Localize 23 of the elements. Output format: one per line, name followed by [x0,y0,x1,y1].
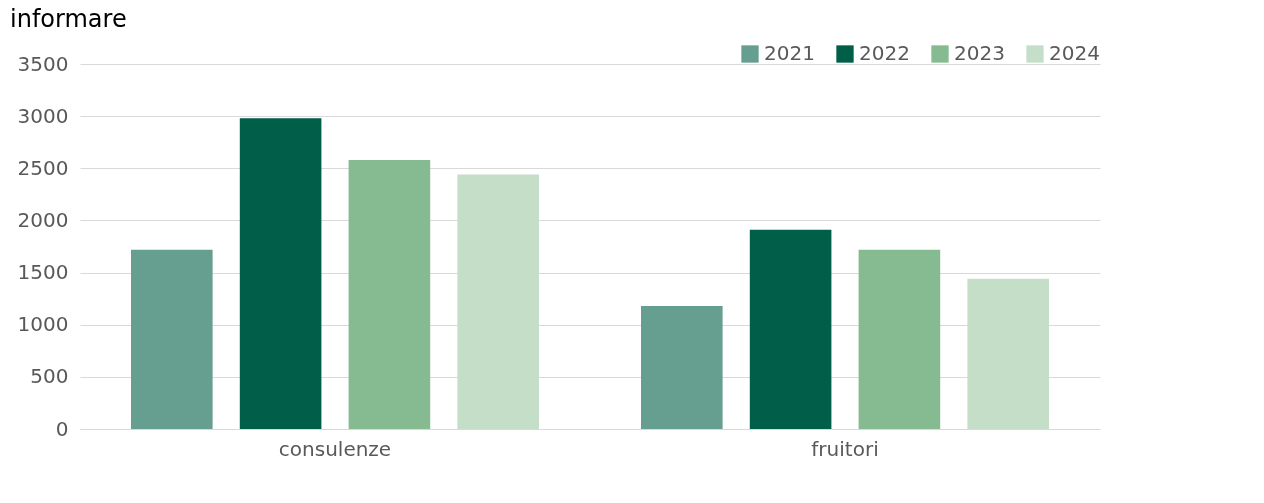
y-tick-label: 0 [55,416,69,441]
bar [131,249,213,429]
bar [749,229,832,429]
bar [457,174,539,429]
y-tick-label: 500 [30,364,69,389]
y-tick-label: 1000 [17,312,69,337]
y-tick-label: 3500 [17,51,69,76]
chart-title: informare [10,5,127,33]
bar [239,118,322,429]
bar [641,305,723,429]
y-tick-label: 1500 [17,260,69,285]
bar [967,278,1049,429]
legend-label: 2021 [764,41,815,65]
y-tick-label: 2000 [17,207,69,232]
legend-label: 2024 [1049,41,1100,65]
legend-label: 2022 [859,41,910,65]
x-tick-label: fruitori [811,436,879,461]
bar [348,159,431,429]
bar [858,249,941,429]
y-tick-label: 3000 [17,103,69,128]
legend-label: 2023 [954,41,1005,65]
x-tick-label: consulenze [278,436,392,461]
y-tick-label: 2500 [17,155,69,180]
